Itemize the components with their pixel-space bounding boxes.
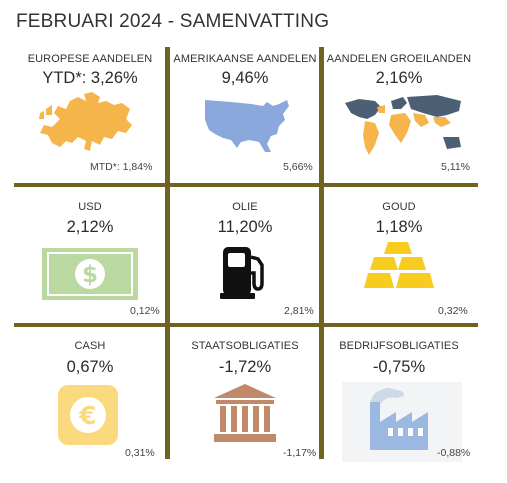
grid-divider-horizontal-bottom [14,323,478,327]
mtd-value: 2,81% [284,305,314,317]
mtd-value: 0,31% [125,447,155,459]
cell-government-bonds: STAATSOBLIGATIES -1,72% -1,17% [170,330,320,460]
ytd-value: -0,75% [372,358,426,376]
page-title: FEBRUARI 2024 - SAMENVATTING [16,11,330,32]
cell-cash: CASH 0,67% € 0,31% [15,330,165,460]
fuel-pump-icon [220,247,264,299]
grid-divider-vertical-right [319,47,324,459]
ytd-value: 2,16% [375,69,423,87]
category-label: AANDELEN GROEILANDEN [326,53,472,65]
mtd-value: 0,32% [438,305,468,317]
cell-european-equities: EUROPESE AANDELEN YTD*: 3,26% MTD*: 1,84… [15,48,165,178]
category-label: CASH [74,340,106,352]
ytd-value: 11,20% [217,218,273,236]
usa-map-icon [205,100,289,152]
gold-bars-icon [364,242,434,288]
cell-corporate-bonds: BEDRIJFSOBLIGATIES -0,75% -0,88% [324,330,474,462]
ytd-value: 0,67% [66,358,114,376]
cell-oil: OLIE 11,20% 2,81% [170,190,320,320]
category-label: STAATSOBLIGATIES [191,340,299,352]
europe-map-icon [39,92,132,151]
ytd-value: YTD*: 3,26% [42,69,138,87]
mtd-value: 5,66% [283,161,313,173]
category-label: EUROPESE AANDELEN [27,53,153,65]
mtd-value: 5,11% [441,161,470,173]
mtd-value: 0,12% [130,305,160,317]
svg-text:€: € [78,401,96,430]
euro-coin-icon: € [58,385,118,445]
cell-emerging-equities: AANDELEN GROEILANDEN 2,16% 5,11% [324,48,474,178]
cell-gold: GOUD 1,18% 0,32% [324,190,474,320]
ytd-value: 9,46% [221,69,269,87]
category-label: AMERIKAANSE AANDELEN [173,53,317,65]
category-label: GOUD [382,201,416,213]
dollar-bill-icon: $ [42,248,138,300]
ytd-value: -1,72% [218,358,272,376]
factory-icon [342,382,462,462]
ytd-value: 1,18% [375,218,423,236]
bank-building-icon [214,384,276,442]
ytd-value: 2,12% [66,218,114,236]
category-label: BEDRIJFSOBLIGATIES [339,340,459,352]
cell-usd: USD 2,12% $ 0,12% [15,190,165,320]
world-map-icon [345,95,461,155]
svg-text:$: $ [82,262,98,288]
grid-divider-vertical-left [165,47,170,459]
cell-us-equities: AMERIKAANSE AANDELEN 9,46% 5,66% [170,48,320,178]
category-label: USD [78,201,102,213]
category-label: OLIE [232,201,258,213]
mtd-value: -1,17% [283,447,317,459]
mtd-value: MTD*: 1,84% [90,161,153,173]
grid-divider-horizontal-top [14,183,478,187]
mtd-value: -0,88% [437,447,471,459]
